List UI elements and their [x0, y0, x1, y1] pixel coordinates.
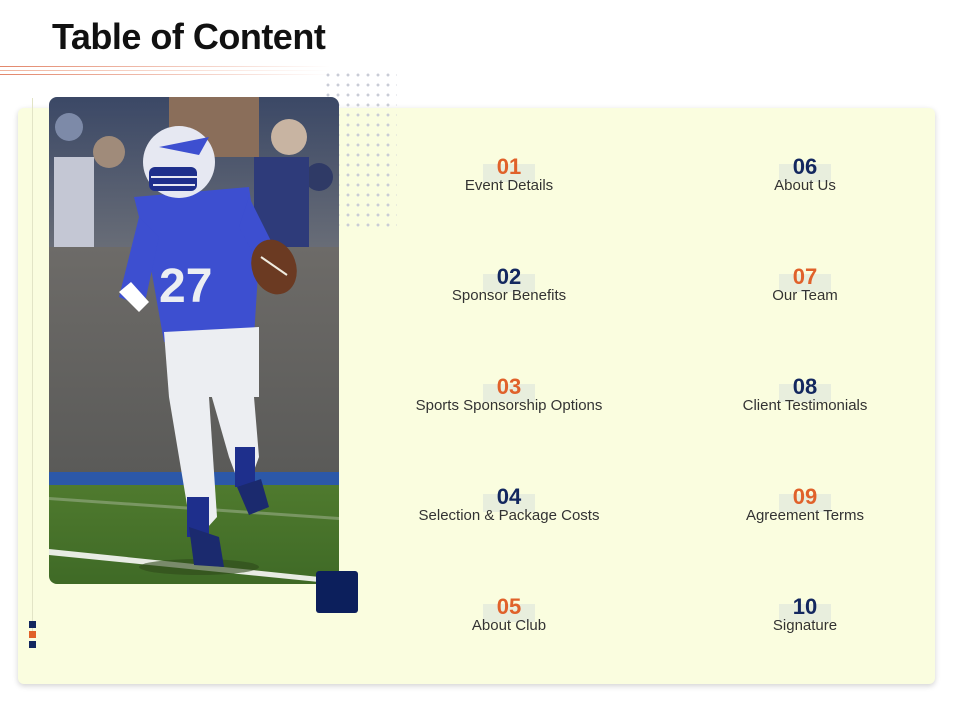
toc-label: Selection & Package Costs: [418, 507, 600, 524]
toc-number-highlight: [483, 494, 535, 512]
toc-number-wrap: 10: [675, 594, 935, 622]
toc-number: 04: [496, 484, 522, 509]
toc-number-highlight: [779, 384, 831, 402]
toc-item-04: 04 Selection & Package Costs: [379, 484, 639, 525]
toc-item-08: 08 Client Testimonials: [675, 374, 935, 415]
toc-item-07: 07 Our Team: [675, 264, 935, 305]
title-rule-1: [0, 66, 330, 67]
toc-number-wrap: 01: [379, 154, 639, 182]
panel-divider-line: [32, 98, 33, 638]
toc-number: 05: [496, 594, 522, 619]
toc-number: 01: [496, 154, 522, 179]
toc-label: Sports Sponsorship Options: [415, 397, 603, 414]
toc-item-09: 09 Agreement Terms: [675, 484, 935, 525]
toc-number: 08: [792, 374, 818, 399]
toc-item-06: 06 About Us: [675, 154, 935, 195]
toc-number-highlight: [483, 274, 535, 292]
toc-number-wrap: 04: [379, 484, 639, 512]
toc-number-highlight: [779, 494, 831, 512]
toc-label: Event Details: [464, 177, 554, 194]
toc-label: About Us: [774, 177, 836, 194]
toc-item-01: 01 Event Details: [379, 154, 639, 195]
toc-number: 07: [792, 264, 818, 289]
toc-number-wrap: 02: [379, 264, 639, 292]
title-rule-2: [0, 70, 330, 71]
toc-label: Sponsor Benefits: [451, 287, 567, 304]
toc-number: 09: [792, 484, 818, 509]
toc-number-wrap: 06: [675, 154, 935, 182]
toc-number-wrap: 09: [675, 484, 935, 512]
toc-number-wrap: 03: [379, 374, 639, 402]
toc-number: 02: [496, 264, 522, 289]
title-rule-3: [0, 74, 330, 75]
toc-label: Client Testimonials: [742, 397, 868, 414]
toc-label: About Club: [471, 617, 547, 634]
toc-number: 10: [792, 594, 818, 619]
toc-label: Signature: [772, 617, 838, 634]
toc-number: 06: [792, 154, 818, 179]
toc-number-wrap: 05: [379, 594, 639, 622]
toc-number-highlight: [779, 274, 831, 292]
toc-item-02: 02 Sponsor Benefits: [379, 264, 639, 305]
svg-text:27: 27: [159, 260, 212, 313]
toc-item-10: 10 Signature: [675, 594, 935, 635]
toc-number-wrap: 07: [675, 264, 935, 292]
toc-number-wrap: 08: [675, 374, 935, 402]
football-player-image: 27: [49, 97, 339, 584]
toc-number-highlight: [779, 604, 831, 622]
toc-number: 03: [496, 374, 522, 399]
toc-label: Our Team: [772, 287, 838, 304]
toc-number-highlight: [483, 164, 535, 182]
toc-number-highlight: [483, 384, 535, 402]
decorative-navy-square: [316, 571, 358, 613]
toc-number-highlight: [483, 604, 535, 622]
page-title: Table of Content: [52, 16, 326, 57]
toc-number-highlight: [779, 164, 831, 182]
toc-item-05: 05 About Club: [379, 594, 639, 635]
toc-label: Agreement Terms: [745, 507, 865, 524]
toc-item-03: 03 Sports Sponsorship Options: [379, 374, 639, 415]
